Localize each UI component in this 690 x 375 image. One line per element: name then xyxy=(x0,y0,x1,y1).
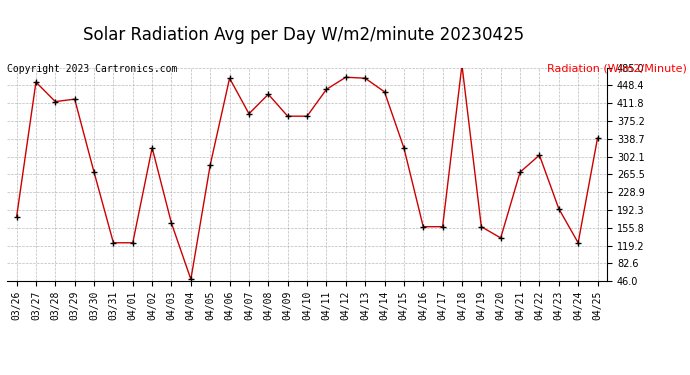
Text: Copyright 2023 Cartronics.com: Copyright 2023 Cartronics.com xyxy=(7,64,177,74)
Text: Solar Radiation Avg per Day W/m2/minute 20230425: Solar Radiation Avg per Day W/m2/minute … xyxy=(83,26,524,44)
Text: Radiation (W/m2/Minute): Radiation (W/m2/Minute) xyxy=(546,64,687,74)
